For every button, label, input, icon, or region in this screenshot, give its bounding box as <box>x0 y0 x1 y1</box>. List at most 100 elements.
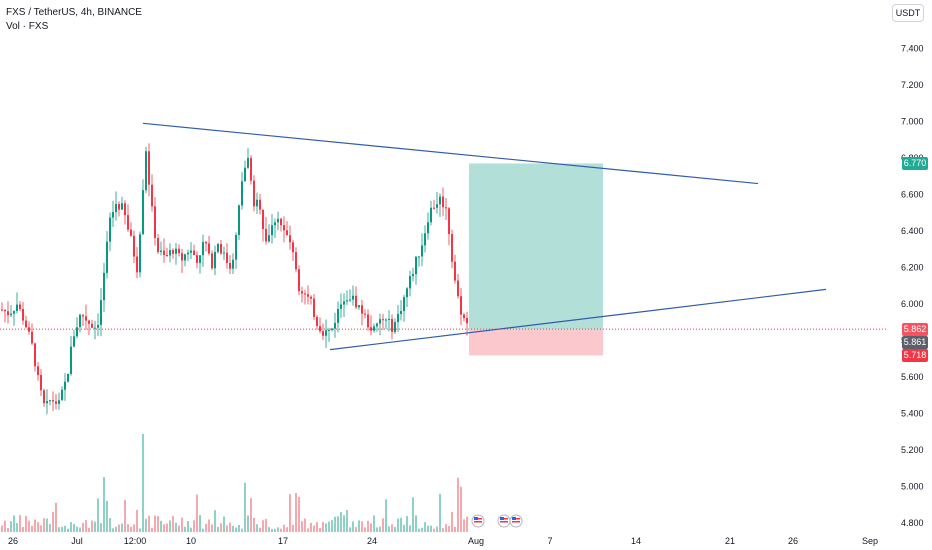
currency-button[interactable]: USDT <box>892 4 924 22</box>
candle-body <box>91 323 93 328</box>
candle-body <box>58 400 60 404</box>
volume-bar <box>130 526 132 532</box>
volume-bar <box>136 509 138 532</box>
volume-bar <box>52 511 54 532</box>
volume-bar <box>436 526 438 532</box>
volume-bar <box>451 511 453 532</box>
volume-bar <box>1 525 3 532</box>
price-axis[interactable]: 7.4007.2007.0006.8006.6006.4006.2006.000… <box>888 0 932 532</box>
volume-bar <box>94 521 96 532</box>
volume-bar <box>403 524 405 532</box>
volume-bar <box>28 520 30 532</box>
time-tick-label: 26 <box>8 536 18 546</box>
volume-bar <box>466 516 468 532</box>
candle-body <box>34 343 36 367</box>
candle-body <box>397 314 399 323</box>
volume-bar <box>268 527 270 532</box>
symbol-title[interactable]: FXS / TetherUS, 4h, BINANCE <box>6 7 142 18</box>
flag-canton <box>474 517 478 520</box>
volume-bar <box>199 515 201 532</box>
candle-body <box>370 327 372 331</box>
volume-bar <box>190 527 192 532</box>
event-markers[interactable] <box>471 514 523 528</box>
volume-bar <box>229 522 231 532</box>
candle-body <box>415 256 417 275</box>
candle-body <box>352 295 354 300</box>
candle-body <box>250 158 252 181</box>
candle-body <box>133 235 135 257</box>
volume-bar <box>235 527 237 532</box>
candle-body <box>400 311 402 315</box>
candle-body <box>292 242 294 253</box>
candle-body <box>22 308 24 321</box>
candle-body <box>295 252 297 270</box>
flag-us-icon[interactable] <box>497 514 511 528</box>
flag-us-icon[interactable] <box>471 514 485 528</box>
candle-body <box>457 280 459 297</box>
volume-bar <box>457 477 459 532</box>
flag-us-icon[interactable] <box>509 514 523 528</box>
trendlines[interactable] <box>142 122 827 351</box>
candle-body <box>115 203 117 213</box>
candle-body <box>361 305 363 314</box>
volume-bar <box>442 528 444 532</box>
volume-bar <box>82 522 84 532</box>
candle-body <box>307 294 309 297</box>
volume-bar <box>247 515 249 532</box>
volume-bar <box>460 486 462 532</box>
time-axis[interactable]: 26 Jul 12:00 10 17 24 Aug 7 14 21 26 Sep <box>8 536 878 546</box>
candle-body <box>403 297 405 312</box>
candle-body <box>238 205 240 235</box>
volume-bar <box>259 527 261 532</box>
candle-body <box>13 310 15 314</box>
volume-bar <box>16 523 18 532</box>
candle-body <box>184 254 186 261</box>
loss-zone <box>469 329 603 356</box>
volume-bar <box>7 527 9 532</box>
volume-bar <box>34 519 36 532</box>
volume-bar <box>226 525 228 532</box>
volume-bar <box>379 526 381 532</box>
candle-body <box>358 305 360 308</box>
candle-body <box>100 300 102 325</box>
volume-bar <box>193 520 195 532</box>
volume-bar <box>265 518 267 532</box>
candle-body <box>460 296 462 315</box>
volume-bar <box>322 521 324 532</box>
volume-bar <box>79 527 81 532</box>
candle-body <box>376 323 378 327</box>
lower-trendline[interactable] <box>329 288 827 351</box>
volume-bar <box>277 527 279 532</box>
price-tick-label: 6.200 <box>901 263 924 273</box>
volume-legend[interactable]: Vol · FXS <box>6 21 49 32</box>
volume-bar <box>31 525 33 532</box>
candle-body <box>130 229 132 236</box>
candle-body <box>118 203 120 210</box>
candle-body <box>19 304 21 309</box>
volume-bar <box>55 502 57 532</box>
volume-bar <box>154 515 156 532</box>
volume-bar <box>415 515 417 532</box>
candle-body <box>31 331 33 344</box>
volume-bar <box>331 520 333 532</box>
volume-bar <box>319 528 321 532</box>
time-tick-label: Aug <box>468 536 484 546</box>
price-tick-label: 7.000 <box>901 117 924 127</box>
candle-body <box>394 322 396 333</box>
upper-trendline[interactable] <box>142 122 759 185</box>
volume-bar <box>355 527 357 532</box>
candle-body <box>28 327 30 332</box>
volume-bar <box>121 523 123 532</box>
volume-bar <box>340 511 342 532</box>
volume-bar <box>88 527 90 532</box>
flag-stripe <box>500 521 508 523</box>
candle-body <box>316 316 318 327</box>
volume-bar <box>118 524 120 532</box>
candle-body <box>79 314 81 328</box>
candle-body <box>466 318 468 324</box>
volume-bar <box>4 520 6 532</box>
candle-body <box>112 212 114 218</box>
volume-bar <box>337 516 339 532</box>
volume-bar <box>178 525 180 532</box>
